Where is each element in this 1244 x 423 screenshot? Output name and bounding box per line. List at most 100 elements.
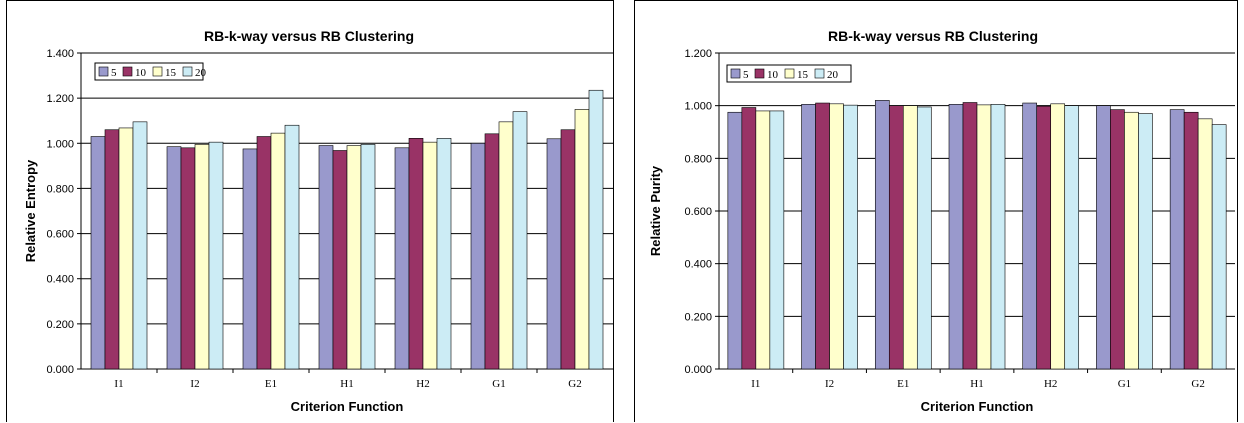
chart-1-legend-swatch-5 bbox=[730, 68, 741, 79]
chart-1-xtick-label: G2 bbox=[1191, 378, 1204, 390]
chart-0-bar-I1-20 bbox=[132, 121, 148, 370]
chart-0-bar-H1-20 bbox=[360, 144, 376, 370]
chart-0-ylabel: Relative Entropy bbox=[23, 159, 38, 262]
chart-1-legend-label: 10 bbox=[767, 69, 779, 81]
chart-1-bar-G1-10 bbox=[1110, 109, 1125, 370]
chart-0-ytick-label: 0.400 bbox=[46, 274, 74, 286]
chart-0-bar-G1-15 bbox=[498, 121, 514, 370]
chart-0-legend-swatch-15 bbox=[152, 66, 163, 77]
chart-1-ytick-label: 0.400 bbox=[684, 259, 712, 271]
chart-1-ytick-label: 0.000 bbox=[684, 364, 712, 376]
chart-1-bar-G1-20 bbox=[1138, 113, 1153, 370]
chart-0-bar-H1-5 bbox=[318, 145, 334, 370]
chart-1-xtick-label: H1 bbox=[970, 378, 983, 390]
chart-0-ytick-label: 1.200 bbox=[46, 93, 74, 105]
chart-1-bar-I1-10 bbox=[741, 107, 757, 370]
chart-1-legend-swatch-10 bbox=[754, 68, 765, 79]
chart-0-bar-G2-15 bbox=[574, 109, 590, 370]
chart-1-bar-E1-5 bbox=[874, 100, 890, 370]
chart-1-bar-H2-20 bbox=[1064, 105, 1080, 370]
chart-0-bar-G2-10 bbox=[560, 129, 576, 370]
chart-1-bar-G2-10 bbox=[1183, 111, 1199, 370]
chart-1-bar-E1-10 bbox=[888, 105, 904, 370]
chart-1-bar-I2-20 bbox=[843, 104, 858, 370]
chart-1-bar-I1-5 bbox=[727, 111, 743, 370]
entropy-chart-svg: RB-k-way versus RB Clustering 0.000 0.200 0… bbox=[23, 28, 613, 414]
chart-1-xtick-label: G1 bbox=[1118, 378, 1131, 390]
chart-0-xtick-label: H2 bbox=[416, 378, 429, 390]
chart-0-bar-E1-20 bbox=[284, 124, 300, 370]
chart-0-bar-G2-5 bbox=[546, 138, 562, 370]
chart-1-ytick-label: 0.200 bbox=[684, 311, 712, 323]
chart-1-bar-G2-5 bbox=[1169, 109, 1185, 370]
chart-0-bar-E1-5 bbox=[242, 148, 258, 370]
chart-1-ytick-label: 1.200 bbox=[684, 48, 712, 60]
chart-0-xtick-label: I1 bbox=[114, 378, 123, 390]
chart-1-legend: 5 10 15 20 bbox=[726, 64, 852, 83]
chart-1-legend-label: 5 bbox=[743, 69, 749, 81]
chart-1-xtick-label: H2 bbox=[1044, 378, 1057, 390]
chart-1-bar-I1-15 bbox=[755, 110, 771, 370]
chart-1-bar-H2-5 bbox=[1022, 102, 1038, 370]
chart-0-legend-swatch-10 bbox=[122, 66, 133, 77]
chart-0-bar-I2-5 bbox=[166, 146, 182, 370]
chart-1-bar-I2-15 bbox=[829, 103, 844, 370]
chart-0-legend-swatch-20 bbox=[182, 66, 193, 77]
chart-0-bar-H2-5 bbox=[394, 147, 410, 370]
chart-1-ylabel: Relative Purity bbox=[648, 165, 663, 256]
chart-1-legend-label: 15 bbox=[797, 69, 809, 81]
chart-1-bar-G1-5 bbox=[1096, 105, 1111, 370]
chart-0-legend-label: 10 bbox=[135, 67, 147, 79]
chart-1-ytick-label: 0.600 bbox=[684, 206, 712, 218]
chart-0-legend-label: 15 bbox=[165, 67, 177, 79]
chart-0-bar-G1-5 bbox=[470, 142, 486, 370]
chart-0-legend-label: 5 bbox=[111, 67, 117, 79]
chart-1-bar-H1-15 bbox=[976, 104, 992, 370]
chart-1-xtick-label: I2 bbox=[825, 378, 834, 390]
chart-1-ytick-label: 0.800 bbox=[684, 153, 712, 165]
chart-1-bar-I1-20 bbox=[769, 110, 785, 370]
entropy-chart: RB-k-way versus RB Clustering 0.000 0.200 0… bbox=[6, 0, 614, 422]
chart-1-bar-I2-5 bbox=[801, 104, 816, 370]
chart-0-legend-swatch-5 bbox=[98, 66, 109, 77]
chart-1-xtick-label: E1 bbox=[897, 378, 909, 390]
chart-0-bar-E1-10 bbox=[256, 136, 272, 370]
chart-0-bar-G1-10 bbox=[484, 133, 500, 370]
chart-0-ytick-label: 1.000 bbox=[46, 138, 74, 150]
chart-1-bar-G2-15 bbox=[1197, 118, 1213, 370]
chart-0-xtick-label: H1 bbox=[340, 378, 353, 390]
chart-1-title: RB-k-way versus RB Clustering bbox=[828, 28, 1038, 44]
chart-1-legend-swatch-20 bbox=[814, 68, 825, 79]
chart-0-bar-I2-10 bbox=[180, 147, 196, 370]
chart-0-bar-G1-20 bbox=[512, 111, 528, 370]
chart-1-bar-H2-10 bbox=[1036, 105, 1052, 370]
purity-chart-svg: RB-k-way versus RB Clustering 0.000 0.200 0… bbox=[648, 28, 1235, 414]
chart-0-xlabel: Criterion Function bbox=[291, 399, 404, 414]
chart-0-bar-H1-10 bbox=[332, 150, 348, 370]
chart-0-bar-H2-20 bbox=[436, 138, 452, 370]
chart-0-ytick-label: 0.000 bbox=[46, 364, 74, 376]
chart-0-legend: 5 10 15 20 bbox=[94, 62, 207, 81]
chart-0-ytick-label: 0.200 bbox=[46, 319, 74, 331]
chart-0-legend-box bbox=[94, 62, 204, 81]
chart-0-ytick-label: 0.600 bbox=[46, 229, 74, 241]
chart-1-legend-swatch-15 bbox=[784, 68, 795, 79]
chart-0-bar-H2-10 bbox=[408, 138, 424, 370]
chart-0-bar-I2-15 bbox=[194, 144, 210, 370]
chart-1-bar-H1-20 bbox=[990, 104, 1006, 370]
chart-0-xtick-label: E1 bbox=[265, 378, 277, 390]
chart-0-bar-H1-15 bbox=[346, 145, 362, 370]
chart-1-xtick-label: I1 bbox=[751, 378, 760, 390]
chart-1-bar-H2-15 bbox=[1050, 103, 1066, 370]
chart-0-bar-E1-15 bbox=[270, 132, 286, 370]
chart-0-bar-I1-15 bbox=[118, 127, 134, 370]
chart-1-bar-H1-5 bbox=[948, 104, 964, 370]
chart-0-ytick-label: 1.400 bbox=[46, 48, 74, 60]
chart-1-bar-E1-15 bbox=[902, 105, 918, 370]
chart-1-ytick-label: 1.000 bbox=[684, 101, 712, 113]
chart-0-ytick-label: 0.800 bbox=[46, 183, 74, 195]
chart-0-title: RB-k-way versus RB Clustering bbox=[204, 28, 414, 44]
chart-1-legend-label: 20 bbox=[827, 69, 839, 81]
chart-1-bar-G2-20 bbox=[1211, 124, 1227, 370]
chart-1-bar-G1-15 bbox=[1124, 111, 1139, 370]
